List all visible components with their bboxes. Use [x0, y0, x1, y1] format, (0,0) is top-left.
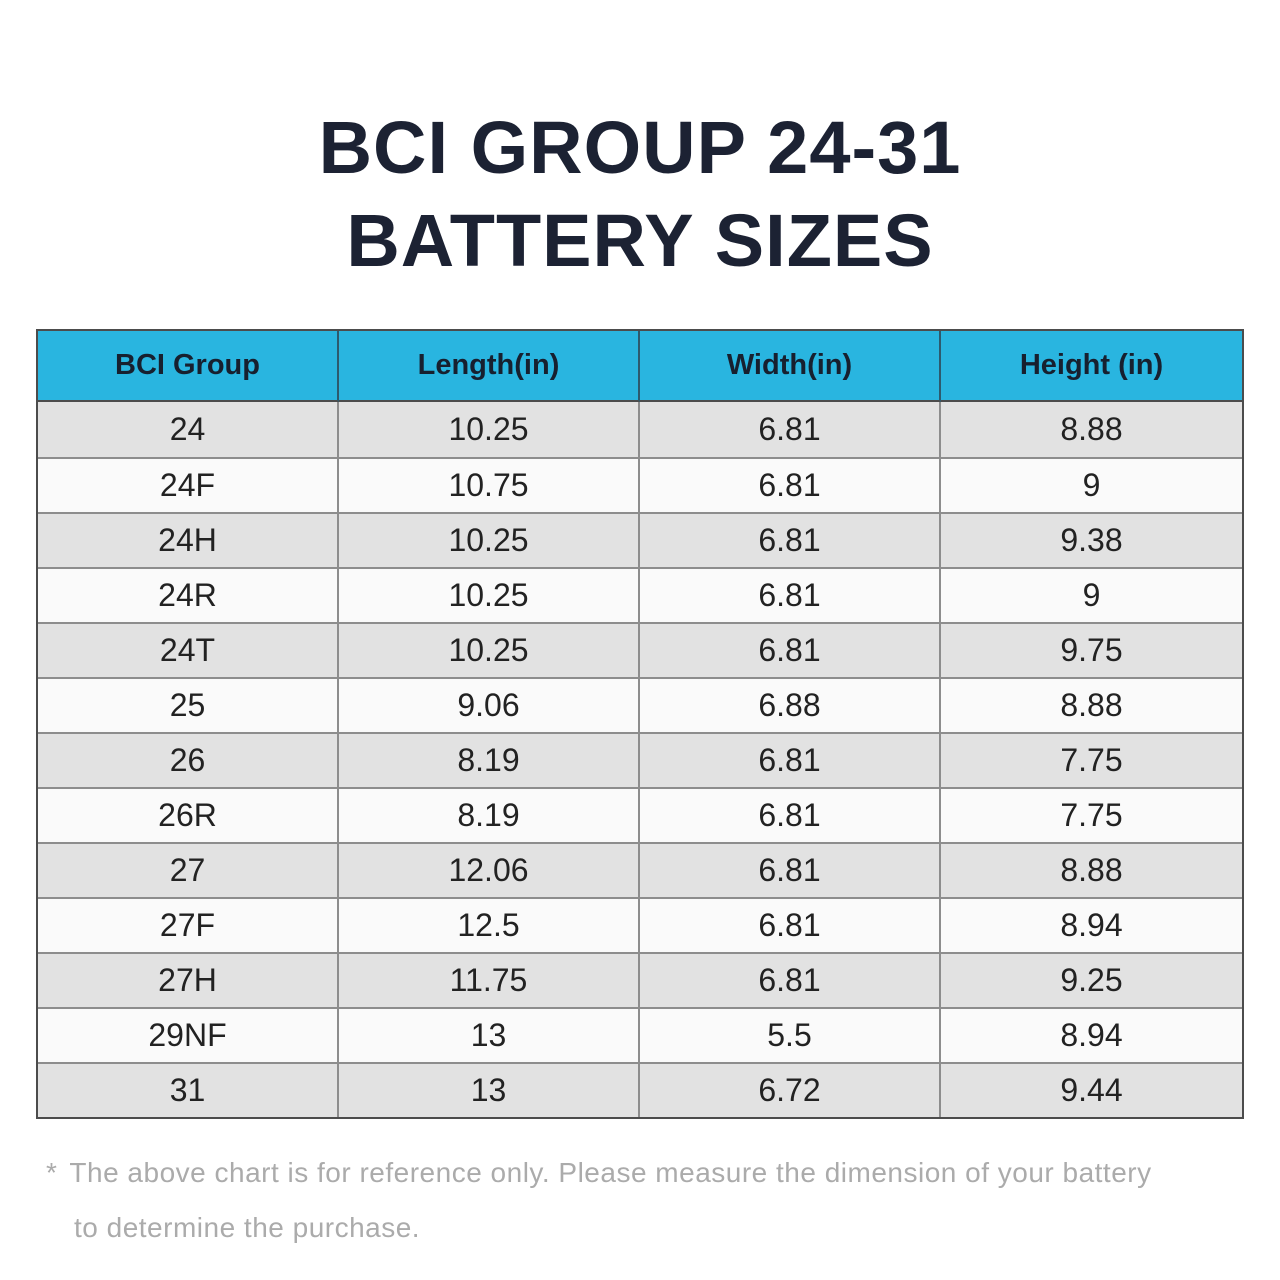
table-cell: 9.06 — [339, 677, 640, 732]
table-cell: 7.75 — [941, 732, 1242, 787]
table-cell: 6.81 — [640, 787, 941, 842]
page-title: BCI GROUP 24-31 BATTERY SIZES — [0, 102, 1280, 287]
table-row: 27H 11.75 6.81 9.25 — [38, 952, 1242, 1007]
table-cell: 6.81 — [640, 567, 941, 622]
table-row: 26 8.19 6.81 7.75 — [38, 732, 1242, 787]
table-cell: 9 — [941, 457, 1242, 512]
table-row: 27 12.06 6.81 8.88 — [38, 842, 1242, 897]
table-row: 24H 10.25 6.81 9.38 — [38, 512, 1242, 567]
table-cell: 10.25 — [339, 512, 640, 567]
title-line-2: BATTERY SIZES — [346, 198, 934, 282]
cell-bci-group: 29NF — [38, 1007, 339, 1062]
table-cell: 9 — [941, 567, 1242, 622]
table-row: 25 9.06 6.88 8.88 — [38, 677, 1242, 732]
table-body: 24 10.25 6.81 8.88 24F 10.75 6.81 9 24H 10.25 6.81… — [38, 402, 1242, 1117]
table-cell: 5.5 — [640, 1007, 941, 1062]
table-cell: 12.5 — [339, 897, 640, 952]
table-row: 27F 12.5 6.81 8.94 — [38, 897, 1242, 952]
table-header: BCI Group Length(in) Width(in) Height (i… — [38, 331, 1242, 402]
table-cell: 10.25 — [339, 402, 640, 457]
battery-size-table: BCI Group Length(in) Width(in) Height (i… — [38, 331, 1242, 1117]
table-cell: 8.94 — [941, 897, 1242, 952]
battery-size-table-wrapper: BCI Group Length(in) Width(in) Height (i… — [36, 329, 1244, 1119]
header-length: Length(in) — [339, 331, 640, 402]
table-cell: 6.72 — [640, 1062, 941, 1117]
table-row: 24 10.25 6.81 8.88 — [38, 402, 1242, 457]
table-row: 31 13 6.72 9.44 — [38, 1062, 1242, 1117]
table-cell: 6.81 — [640, 842, 941, 897]
table-cell: 8.88 — [1060, 411, 1123, 447]
table-cell: 8.94 — [941, 1007, 1242, 1062]
table-cell: 10.75 — [339, 457, 640, 512]
cell-bci-group: 27H — [38, 952, 339, 1007]
table-cell: 6.88 — [640, 677, 941, 732]
table-cell: 6.81 — [640, 512, 941, 567]
table-cell: 9.25 — [941, 952, 1242, 1007]
header-width: Width(in) — [640, 331, 941, 402]
table-cell: 7.75 — [941, 787, 1242, 842]
footnote-line-2: to determine the purchase. — [74, 1212, 421, 1243]
table-row: 24F 10.75 6.81 9 — [38, 457, 1242, 512]
table-cell: 6.81 — [640, 622, 941, 677]
header-height: Height (in) — [941, 331, 1242, 402]
cell-bci-group: 27F — [38, 897, 339, 952]
footnote-line-1: * The above chart is for reference only. … — [46, 1145, 1240, 1200]
table-row: 24R 10.25 6.81 9 — [38, 567, 1242, 622]
table-cell: 13 — [339, 1007, 640, 1062]
table-cell: 11.75 — [339, 952, 640, 1007]
table-cell: 10.25 — [339, 567, 640, 622]
table-cell: 12.06 — [339, 842, 640, 897]
cell-bci-group: 27 — [38, 842, 339, 897]
table-cell: 8.19 — [339, 787, 640, 842]
cell-bci-group: 26R — [38, 787, 339, 842]
cell-bci-group: 24F — [38, 457, 339, 512]
cell-bci-group: 24R — [38, 567, 339, 622]
table-row: 26R 8.19 6.81 7.75 — [38, 787, 1242, 842]
cell-bci-group: 24H — [38, 512, 339, 567]
footnote-text-1: The above chart is for reference only. P… — [69, 1157, 1152, 1188]
title-line-1: BCI GROUP 24-31 — [318, 106, 962, 189]
table-cell: 6.81 — [640, 732, 941, 787]
cell-bci-group: 24T — [38, 622, 339, 677]
header-row: BCI Group Length(in) Width(in) Height (i… — [38, 331, 1242, 402]
table-cell: 6.81 — [640, 457, 941, 512]
table-cell: 9.44 — [941, 1062, 1242, 1117]
table-cell: 6.81 — [640, 952, 941, 1007]
table-cell: 8.88 — [941, 677, 1242, 732]
cell-bci-group: 31 — [38, 1062, 339, 1117]
cell-bci-group: 25 — [38, 677, 339, 732]
table-cell: 6.81 — [640, 402, 941, 457]
footnote-asterisk: * — [46, 1157, 58, 1188]
table-cell: 10.25 — [339, 622, 640, 677]
cell-bci-group: 26 — [38, 732, 339, 787]
header-bci-group: BCI Group — [38, 331, 339, 402]
table-cell: 8.88 — [941, 842, 1242, 897]
footnote: * The above chart is for reference only. … — [46, 1145, 1240, 1255]
table-cell: 9.75 — [941, 622, 1242, 677]
table-row: 24T 10.25 6.81 9.75 — [38, 622, 1242, 677]
table-row: 29NF 13 5.5 8.94 — [38, 1007, 1242, 1062]
table-cell: 9.38 — [941, 512, 1242, 567]
table-cell: 13 — [339, 1062, 640, 1117]
cell-bci-group: 24 — [38, 402, 339, 457]
table-cell: 6.81 — [640, 897, 941, 952]
table-cell: 8.19 — [339, 732, 640, 787]
